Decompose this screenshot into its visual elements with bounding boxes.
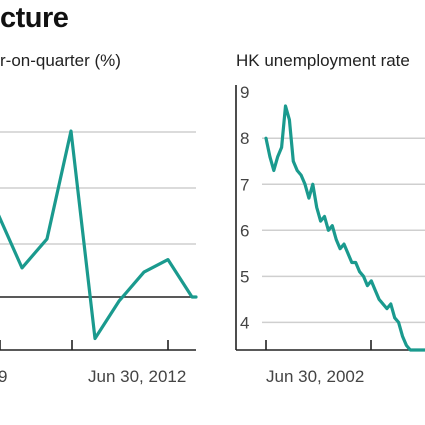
right-y-tick-label-9: 9 — [240, 83, 249, 102]
right-y-tick-label-5: 5 — [240, 267, 249, 286]
right-chart: 9 8 7 6 5 4 Jun 30, 2002 — [235, 83, 425, 386]
right-y-tick-label-7: 7 — [240, 175, 249, 194]
right-y-tick-label-4: 4 — [240, 313, 249, 332]
left-chart-title: r-on-quarter (%) — [0, 51, 121, 70]
right-y-tick-label-6: 6 — [240, 221, 249, 240]
left-x-tick-label-0: 9 — [0, 367, 7, 386]
chart-headline: cture — [0, 2, 69, 34]
left-x-tick-label-1: Jun 30, 2012 — [88, 367, 186, 386]
right-series-line — [264, 104, 425, 352]
right-x-tick-label-0: Jun 30, 2002 — [266, 367, 364, 386]
right-chart-title: HK unemployment rate — [236, 51, 410, 70]
left-series-line — [0, 129, 198, 341]
left-chart: 9 Jun 30, 2012 — [0, 129, 198, 386]
right-y-tick-label-8: 8 — [240, 129, 249, 148]
